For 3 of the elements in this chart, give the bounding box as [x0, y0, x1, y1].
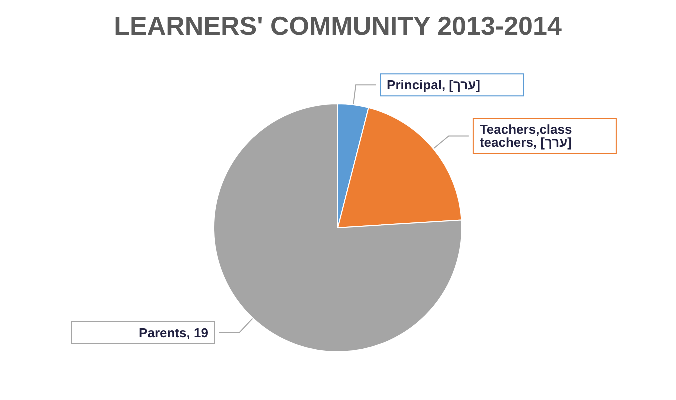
slice-label: Principal, [ערך] — [387, 78, 480, 93]
chart-title: LEARNERS' COMMUNITY 2013-2014 — [114, 11, 562, 41]
slice-label: Parents, 19 — [139, 325, 208, 340]
